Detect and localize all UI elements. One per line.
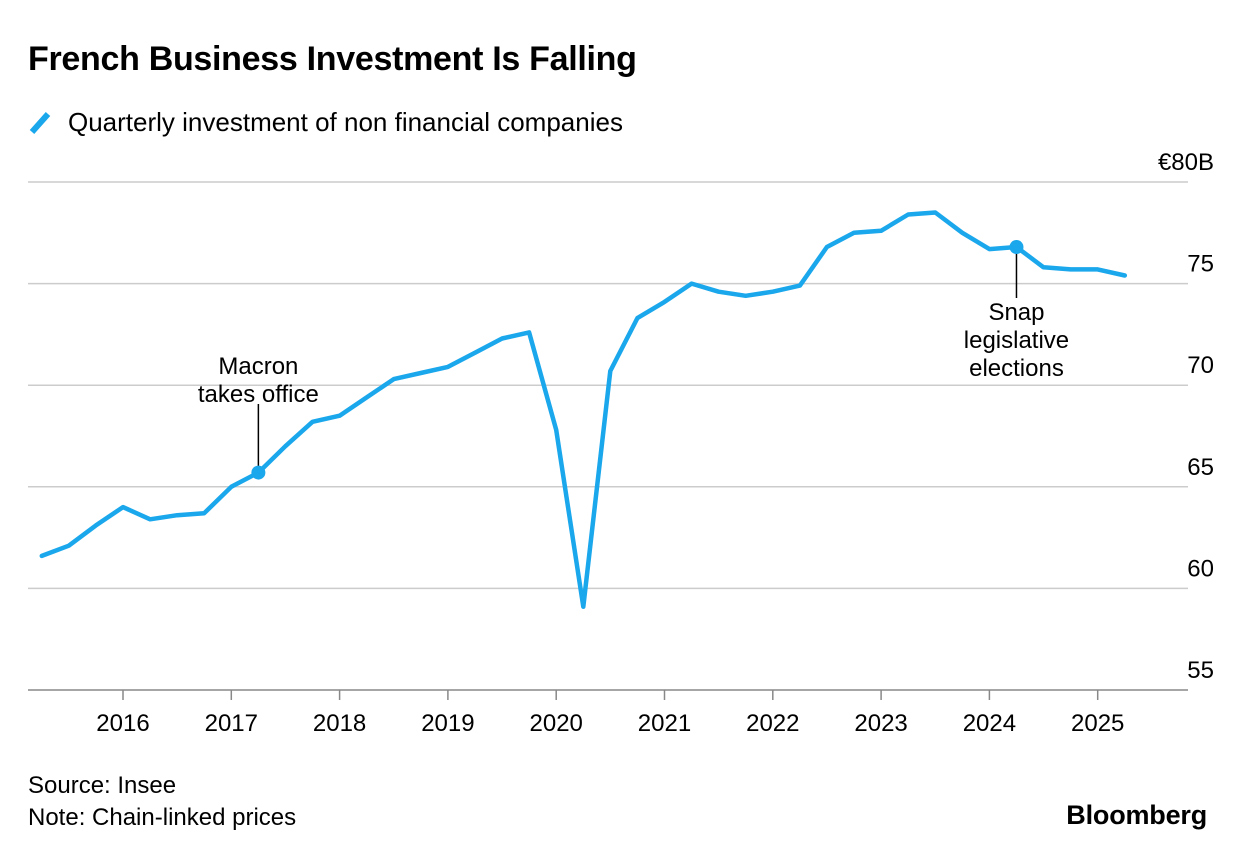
annotation-label: takes office <box>198 381 319 408</box>
x-tick-label: 2020 <box>530 710 583 737</box>
y-tick-label: 60 <box>1187 555 1214 582</box>
series-line <box>39 210 1128 609</box>
x-tick-label: 2021 <box>638 710 691 737</box>
y-tick-label: 70 <box>1187 352 1214 379</box>
bloomberg-logo: Bloomberg <box>1066 800 1207 830</box>
source-note: Source: Insee <box>28 772 177 799</box>
annotation-label: Snap <box>988 299 1044 326</box>
y-tick-label: €80B <box>1158 149 1214 176</box>
annotation-label: legislative <box>964 327 1069 354</box>
annotation-label: Macron <box>218 353 298 380</box>
price-note: Note: Chain-linked prices <box>28 804 297 831</box>
x-tick-label: 2023 <box>854 710 907 737</box>
y-tick-label: 55 <box>1187 657 1214 684</box>
x-tick-label: 2025 <box>1071 710 1124 737</box>
x-tick-label: 2024 <box>963 710 1016 737</box>
legend: Quarterly investment of non financial co… <box>28 104 623 140</box>
annotation-label: elections <box>969 355 1064 382</box>
legend-line-icon <box>29 112 51 134</box>
x-tick-label: 2019 <box>421 710 474 737</box>
x-tick-label: 2022 <box>746 710 799 737</box>
annotation-marker <box>1009 240 1024 255</box>
y-tick-label: 65 <box>1187 454 1214 481</box>
legend-label: Quarterly investment of non financial co… <box>68 106 623 137</box>
x-tick-label: 2018 <box>313 710 366 737</box>
x-tick-label: 2016 <box>96 710 149 737</box>
annotation-marker <box>251 465 266 480</box>
x-tick-label: 2017 <box>205 710 258 737</box>
y-tick-label: 75 <box>1187 251 1214 278</box>
chart-title: French Business Investment Is Falling <box>28 40 637 78</box>
